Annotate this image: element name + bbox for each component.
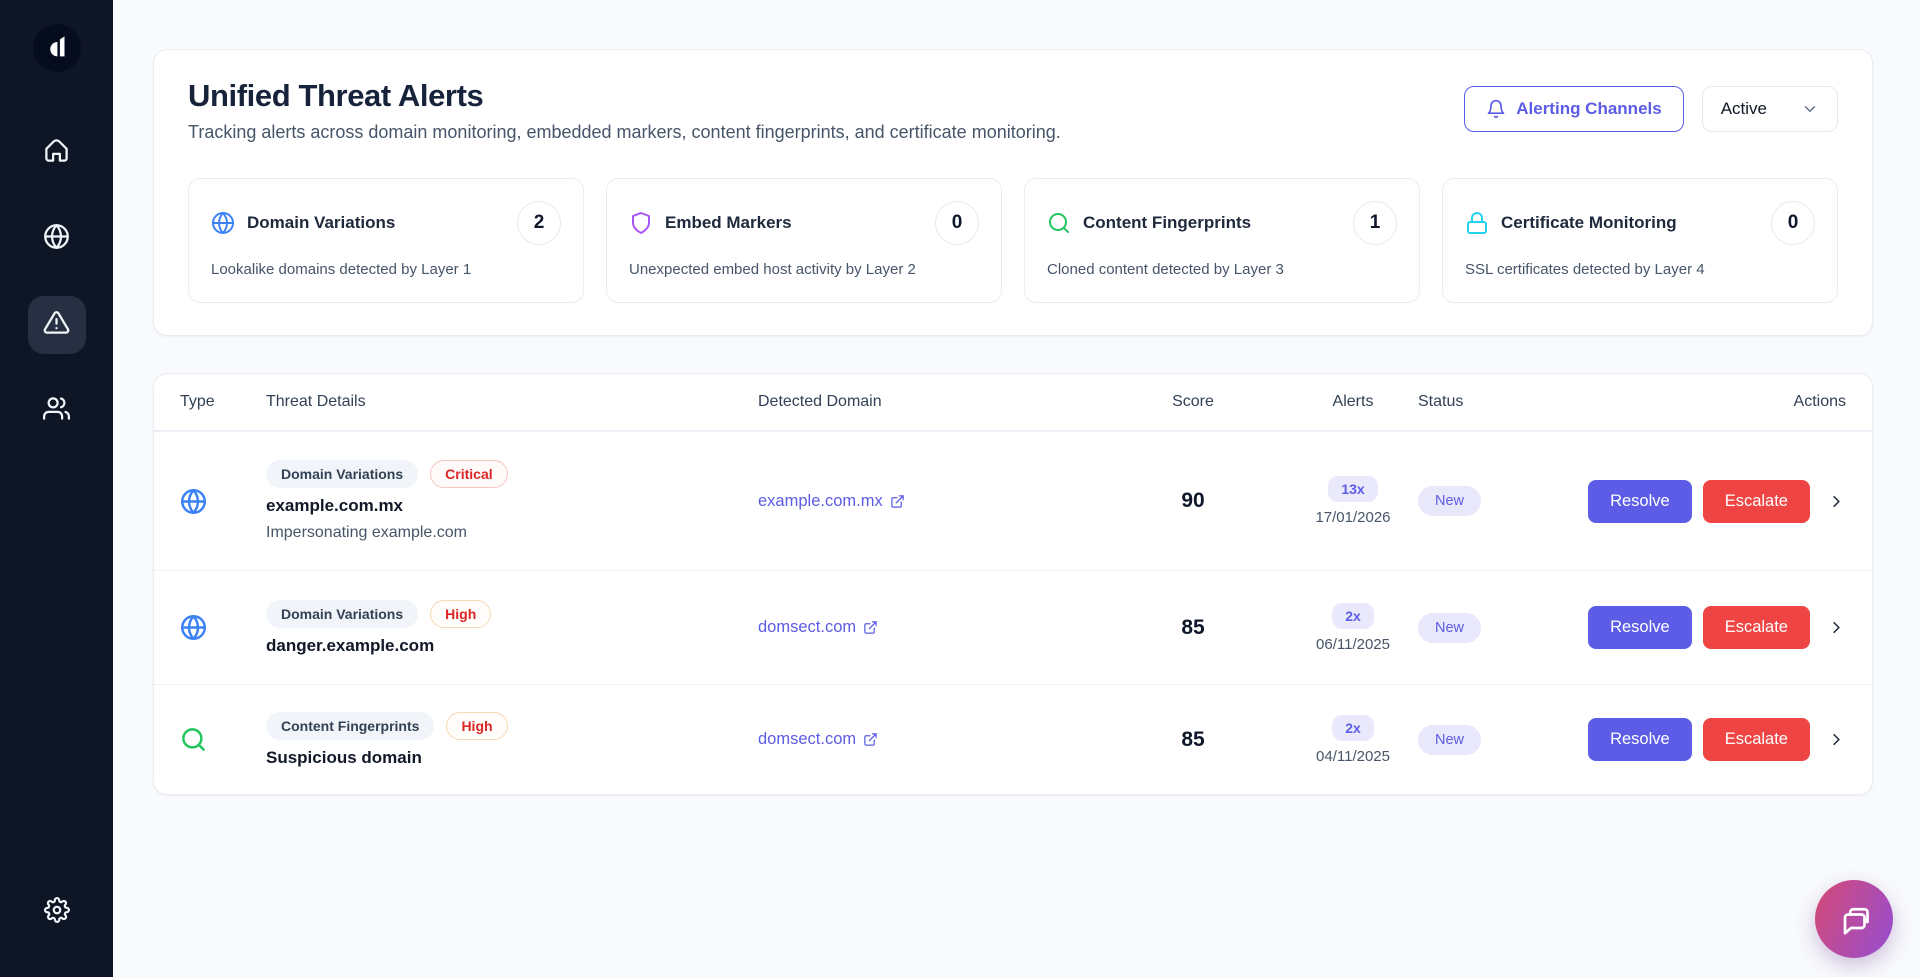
detected-domain-link[interactable]: domsect.com	[758, 730, 878, 749]
detected-domain-link[interactable]: domsect.com	[758, 618, 878, 637]
status-badge: New	[1418, 724, 1482, 755]
column-header-score: Score	[1172, 393, 1214, 410]
status-badge: New	[1418, 612, 1482, 643]
summary-card-count: 0	[935, 201, 979, 245]
sidebar-item-alerts[interactable]	[27, 296, 86, 354]
bell-icon	[1486, 99, 1506, 119]
column-header-actions: Actions	[1793, 393, 1846, 410]
globe-icon	[211, 211, 235, 235]
external-link-icon	[863, 620, 878, 635]
summary-card-label: Domain Variations	[247, 213, 396, 232]
summary-card-domain-variations[interactable]: Domain Variations 2 Lookalike domains de…	[188, 178, 584, 303]
column-header-status: Status	[1418, 393, 1464, 410]
search-icon	[1047, 211, 1071, 235]
header-panel: Unified Threat Alerts Tracking alerts ac…	[153, 49, 1873, 336]
category-badge: Domain Variations	[266, 460, 419, 488]
lock-icon	[1465, 211, 1489, 235]
row-expand-chevron-icon[interactable]	[1827, 618, 1846, 637]
table-row: Domain Variations Critical example.com.m…	[154, 431, 1872, 570]
alerts-table: Type Threat Details Detected Domain Scor…	[153, 373, 1873, 795]
row-expand-chevron-icon[interactable]	[1827, 492, 1846, 511]
external-link-icon	[890, 494, 905, 509]
alerting-channels-button[interactable]: Alerting Channels	[1464, 86, 1684, 132]
app-logo[interactable]	[32, 24, 81, 72]
escalate-button[interactable]: Escalate	[1702, 479, 1810, 523]
gear-icon	[43, 896, 70, 928]
sidebar-item-domains[interactable]	[28, 210, 86, 268]
threat-name: danger.example.com	[266, 635, 435, 655]
escalate-button[interactable]: Escalate	[1702, 718, 1810, 761]
summary-card-label: Embed Markers	[665, 213, 792, 232]
summary-card-description: SSL certificates detected by Layer 4	[1465, 261, 1705, 278]
chat-bubbles-icon	[1836, 901, 1872, 937]
summary-card-count: 1	[1353, 201, 1397, 245]
shield-icon	[629, 211, 653, 235]
severity-badge: High	[430, 599, 492, 628]
threat-name: example.com.mx	[266, 496, 404, 515]
severity-badge: High	[446, 711, 508, 740]
summary-card-description: Lookalike domains detected by Layer 1	[211, 261, 472, 278]
alert-count-badge: 2x	[1332, 714, 1374, 741]
summary-card-count: 0	[1771, 201, 1815, 245]
type-search-icon	[180, 726, 266, 753]
type-globe-icon	[180, 488, 266, 515]
summary-card-description: Unexpected embed host activity by Layer …	[629, 261, 916, 278]
escalate-button[interactable]: Escalate	[1702, 606, 1810, 649]
detected-domain-link[interactable]: example.com.mx	[758, 492, 905, 511]
logo-icon	[42, 31, 72, 66]
sidebar-item-home[interactable]	[28, 124, 86, 182]
category-badge: Domain Variations	[266, 599, 419, 628]
globe-icon	[43, 223, 70, 255]
alert-count-badge: 2x	[1332, 602, 1374, 629]
alert-triangle-icon	[43, 309, 70, 341]
table-row: Domain Variations High danger.example.co…	[154, 570, 1872, 684]
page-title: Unified Threat Alerts	[188, 78, 484, 113]
column-header-alerts: Alerts	[1332, 393, 1374, 410]
column-header-details: Threat Details	[266, 393, 366, 410]
category-badge: Content Fingerprints	[266, 711, 435, 740]
summary-card-certificate-monitoring[interactable]: Certificate Monitoring 0 SSL certificate…	[1442, 178, 1838, 303]
alert-date: 06/11/2025	[1316, 635, 1390, 653]
score-value: 90	[1181, 489, 1205, 512]
summary-card-description: Cloned content detected by Layer 3	[1047, 261, 1284, 278]
sidebar-item-users[interactable]	[28, 382, 86, 440]
chevron-down-icon	[1801, 100, 1819, 118]
status-filter-value: Active	[1720, 99, 1767, 118]
main-content: Unified Threat Alerts Tracking alerts ac…	[113, 0, 1920, 977]
status-filter-select[interactable]: Active	[1701, 86, 1838, 132]
resolve-button[interactable]: Resolve	[1588, 606, 1692, 649]
status-badge: New	[1418, 486, 1482, 516]
external-link-icon	[863, 732, 878, 747]
type-globe-icon	[180, 614, 266, 641]
resolve-button[interactable]: Resolve	[1588, 479, 1692, 523]
table-row: Content Fingerprints High Suspicious dom…	[154, 684, 1872, 794]
users-icon	[43, 395, 70, 427]
summary-card-label: Content Fingerprints	[1083, 213, 1252, 232]
threat-description: Impersonating example.com	[266, 524, 467, 541]
alerting-channels-label: Alerting Channels	[1516, 99, 1662, 118]
table-header-row: Type Threat Details Detected Domain Scor…	[154, 374, 1872, 431]
home-icon	[43, 137, 70, 169]
alert-count-badge: 13x	[1328, 476, 1378, 502]
severity-badge: Critical	[430, 460, 508, 488]
summary-cards: Domain Variations 2 Lookalike domains de…	[188, 178, 1838, 303]
sidebar	[0, 0, 113, 977]
summary-card-count: 2	[517, 201, 561, 245]
score-value: 85	[1181, 727, 1205, 751]
sidebar-item-settings[interactable]	[28, 883, 86, 941]
score-value: 85	[1181, 615, 1205, 639]
alert-date: 17/01/2026	[1315, 509, 1391, 526]
sidebar-nav	[27, 124, 86, 440]
column-header-type: Type	[180, 393, 215, 410]
summary-card-label: Certificate Monitoring	[1501, 213, 1677, 232]
resolve-button[interactable]: Resolve	[1588, 718, 1692, 761]
threat-name: Suspicious domain	[266, 747, 422, 767]
summary-card-content-fingerprints[interactable]: Content Fingerprints 1 Cloned content de…	[1024, 178, 1420, 303]
summary-card-embed-markers[interactable]: Embed Markers 0 Unexpected embed host ac…	[606, 178, 1002, 303]
chat-button[interactable]	[1815, 880, 1893, 958]
row-expand-chevron-icon[interactable]	[1827, 730, 1846, 749]
column-header-domain: Detected Domain	[758, 393, 882, 410]
page-subtitle: Tracking alerts across domain monitoring…	[188, 122, 1061, 142]
alert-date: 04/11/2025	[1316, 747, 1390, 765]
